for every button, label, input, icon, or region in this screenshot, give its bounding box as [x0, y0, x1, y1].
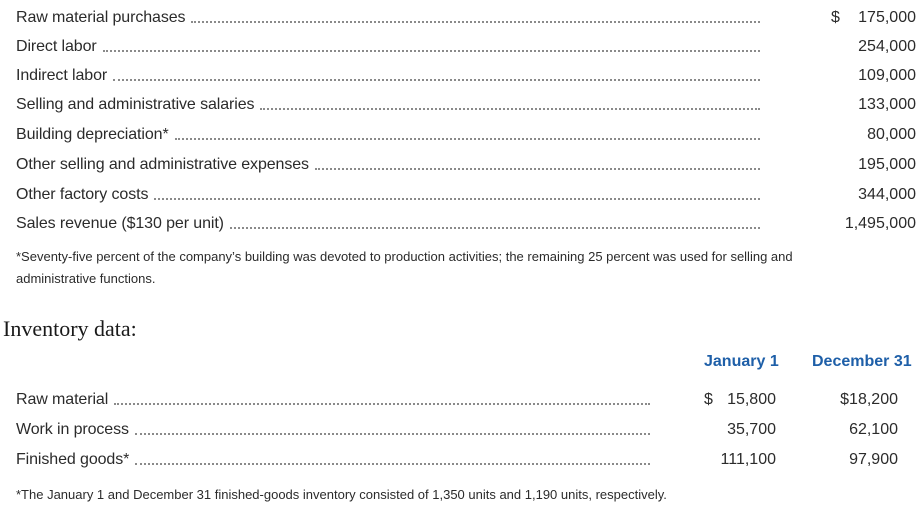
dot-leader	[134, 433, 650, 435]
amount-value: 254,000	[858, 38, 916, 55]
amount-value: 344,000	[858, 186, 916, 203]
footnote-line: *Seventy-five percent of the company’s b…	[16, 249, 793, 264]
cost-row: Indirect labor	[16, 62, 760, 86]
amount-value: 35,700	[727, 421, 776, 438]
cost-label: Other selling and administrative expense…	[16, 156, 309, 173]
january-value: 35,700	[704, 420, 776, 440]
december-value: 97,900	[830, 450, 898, 470]
inventory-label: Finished goods*	[16, 451, 130, 468]
cost-amount: 254,000	[806, 37, 916, 57]
amount-value: 111,100	[720, 451, 776, 468]
inventory-row: Finished goods*	[16, 446, 650, 470]
amount-value: $18,200	[840, 391, 898, 408]
currency-sign: $	[831, 9, 840, 26]
column-header-december: December 31	[812, 353, 912, 370]
building-footnote: *Seventy-five percent of the company’s b…	[16, 246, 896, 290]
dot-leader	[174, 138, 760, 140]
cost-amount: $ 175,000	[806, 8, 916, 28]
cost-label: Selling and administrative salaries	[16, 96, 255, 113]
inventory-row: Raw material	[16, 386, 650, 410]
cost-amount: 344,000	[806, 185, 916, 205]
dot-leader	[113, 79, 760, 81]
amount-value: 15,800	[727, 391, 776, 408]
dot-leader	[191, 21, 760, 23]
cost-row: Other selling and administrative expense…	[16, 151, 760, 175]
january-value: 111,100	[704, 450, 776, 470]
cost-label: Direct labor	[16, 38, 97, 55]
inventory-row: Work in process	[16, 416, 650, 440]
amount-value: 80,000	[867, 126, 916, 143]
amount-value: 133,000	[858, 96, 916, 113]
december-value: 62,100	[830, 420, 898, 440]
inventory-footnote: *The January 1 and December 31 finished-…	[16, 487, 667, 502]
cost-label: Sales revenue ($130 per unit)	[16, 215, 224, 232]
cost-amount: 80,000	[806, 125, 916, 145]
dot-leader	[229, 227, 760, 229]
inventory-title: Inventory data:	[3, 316, 137, 341]
cost-amount: 109,000	[806, 66, 916, 86]
inventory-label: Work in process	[16, 421, 129, 438]
cost-label: Indirect labor	[16, 67, 108, 84]
currency-sign: $	[704, 391, 713, 408]
amount-value: 97,900	[849, 451, 898, 468]
cost-label: Building depreciation*	[16, 126, 169, 143]
dot-leader	[135, 463, 650, 465]
amount-value: 175,000	[858, 9, 916, 26]
footnote-line: administrative functions.	[16, 271, 156, 286]
amount-value: 62,100	[849, 421, 898, 438]
dot-leader	[154, 198, 760, 200]
cost-amount: 195,000	[806, 155, 916, 175]
cost-row: Selling and administrative salaries	[16, 91, 760, 115]
cost-label: Raw material purchases	[16, 9, 186, 26]
cost-amount: 1,495,000	[806, 214, 916, 234]
cost-row: Building depreciation*	[16, 121, 760, 145]
january-value: $ 15,800	[704, 390, 776, 410]
cost-label: Other factory costs	[16, 186, 149, 203]
dot-leader	[314, 168, 760, 170]
amount-value: 195,000	[858, 156, 916, 173]
amount-value: 109,000	[858, 67, 916, 84]
dot-leader	[260, 108, 760, 110]
cost-row: Other factory costs	[16, 181, 760, 205]
december-value: $18,200	[830, 390, 898, 410]
cost-amount: 133,000	[806, 95, 916, 115]
amount-value: 1,495,000	[844, 215, 916, 232]
dot-leader	[114, 403, 650, 405]
cost-row: Sales revenue ($130 per unit)	[16, 210, 760, 234]
cost-row: Direct labor	[16, 33, 760, 57]
inventory-label: Raw material	[16, 391, 109, 408]
cost-row: Raw material purchases	[16, 4, 760, 28]
dot-leader	[102, 50, 760, 52]
column-header-january: January 1	[704, 353, 779, 370]
